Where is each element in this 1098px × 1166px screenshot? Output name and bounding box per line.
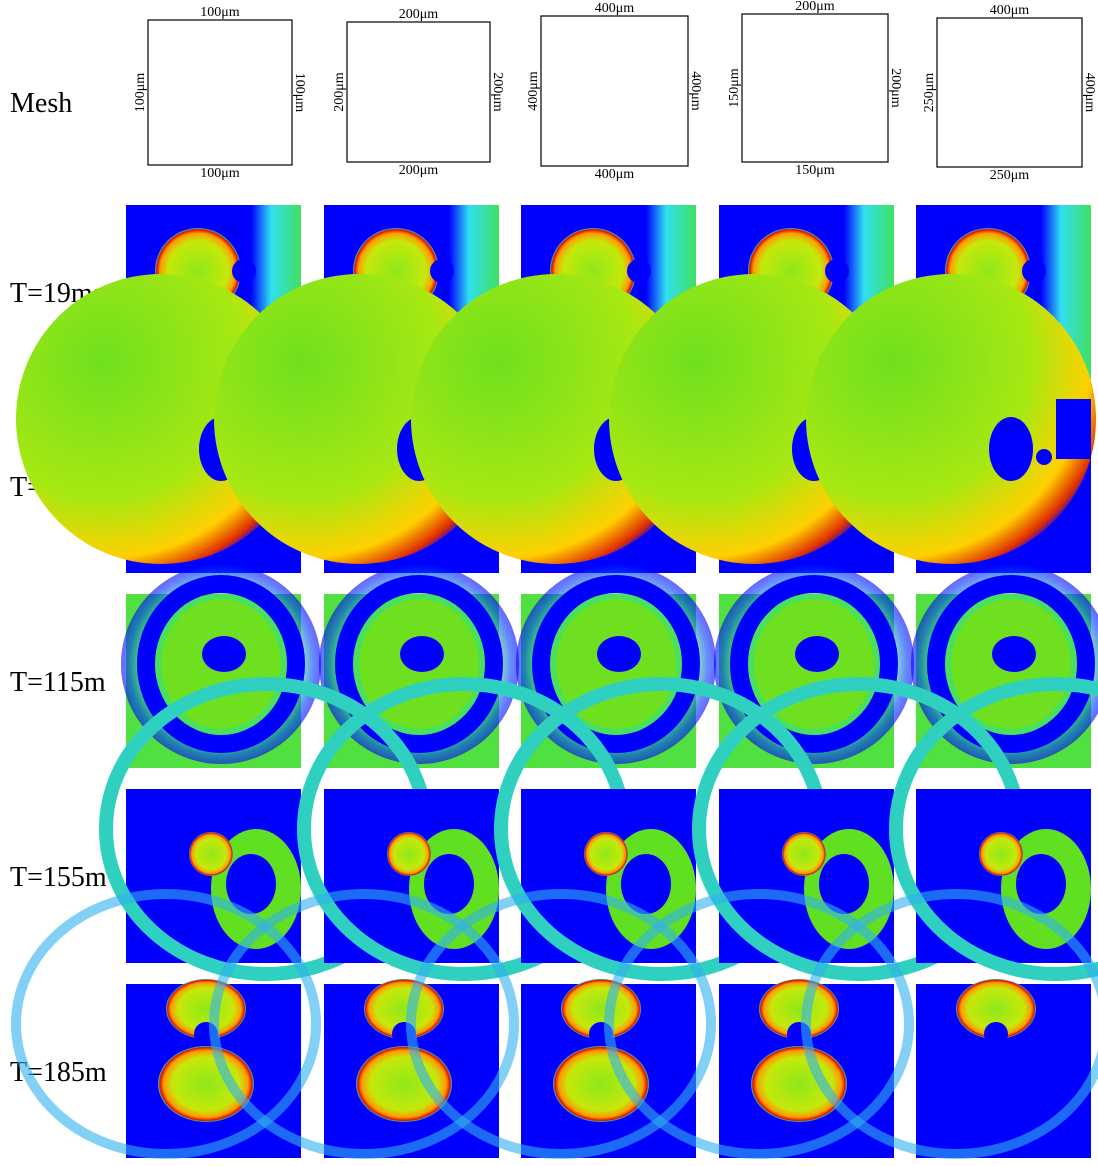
right-region (1056, 399, 1091, 459)
mesh-top-label: 200μm (399, 7, 439, 22)
tip (584, 832, 628, 876)
core (989, 417, 1033, 481)
mesh-top-label: 400μm (595, 1, 635, 16)
notch (430, 259, 454, 283)
mesh-bottom-label: 200μm (399, 163, 439, 178)
mesh-top-label: 400μm (990, 3, 1030, 18)
row-label: T=115m (10, 667, 106, 698)
mesh-outline (937, 18, 1082, 167)
mesh-left-label: 400μm (526, 71, 541, 111)
notch (1022, 259, 1046, 283)
tip (979, 832, 1023, 876)
lower-blob (751, 1046, 847, 1122)
tip (189, 832, 233, 876)
notch (984, 1022, 1008, 1046)
lower-blob (553, 1046, 649, 1122)
tip (782, 832, 826, 876)
core (400, 636, 444, 672)
mesh-outline (742, 14, 888, 162)
mesh-bottom-label: 400μm (595, 167, 635, 182)
mesh-outline (541, 16, 688, 166)
notch (627, 259, 651, 283)
tip (1036, 449, 1052, 465)
notch (825, 259, 849, 283)
mesh-top-label: 100μm (200, 5, 240, 20)
mesh-bottom-label: 250μm (990, 168, 1030, 183)
core (597, 636, 641, 672)
mesh-left-label: 200μm (332, 72, 347, 112)
row-label: T=155m (10, 862, 107, 893)
lower-blob (158, 1046, 254, 1122)
figure: MeshT=19msT=51msT=115mT=155mT=185m100μm1… (0, 0, 1098, 1161)
tip (387, 832, 431, 876)
mesh-left-label: 250μm (922, 73, 937, 113)
mesh-top-label: 200μm (795, 0, 835, 14)
mesh-right-label: 100μm (292, 73, 307, 113)
mesh-bottom-label: 100μm (200, 166, 240, 181)
mesh-right-label: 400μm (688, 71, 703, 111)
core (202, 636, 246, 672)
mesh-right-label: 200μm (490, 72, 505, 112)
mesh-outline (347, 22, 490, 162)
mesh-left-label: 100μm (133, 73, 148, 113)
row-label: Mesh (10, 88, 72, 119)
mesh-right-label: 200μm (888, 68, 903, 108)
core (795, 636, 839, 672)
mesh-outline (148, 20, 292, 165)
lower-blob (356, 1046, 452, 1122)
mesh-bottom-label: 150μm (795, 163, 835, 178)
wave (806, 274, 1096, 564)
mesh-right-label: 400μm (1082, 73, 1097, 113)
notch (232, 259, 256, 283)
mesh-left-label: 150μm (727, 68, 742, 108)
core (992, 636, 1036, 672)
